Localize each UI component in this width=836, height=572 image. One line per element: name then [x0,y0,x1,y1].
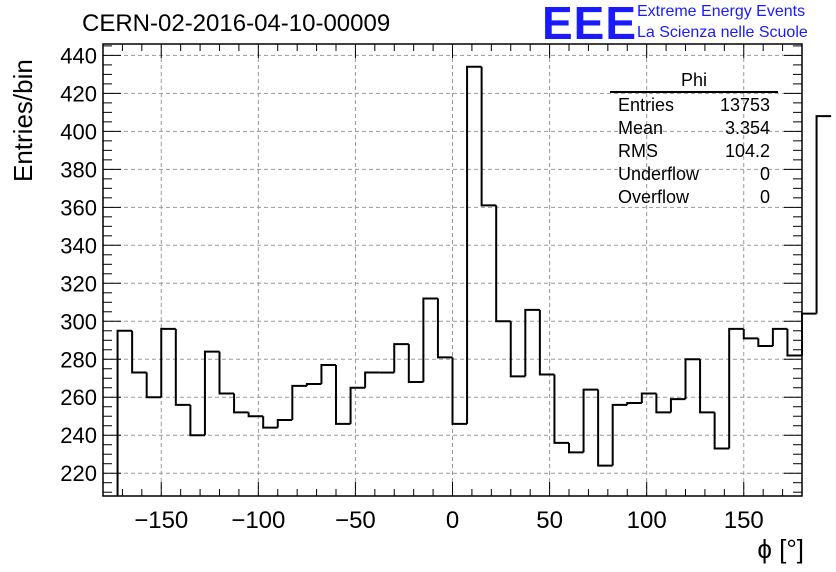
y-tick-label: 400 [60,119,97,144]
histogram-bin [524,308,540,377]
x-tick-label: −150 [134,507,188,534]
stats-row-overflow: Overflow 0 [610,186,778,209]
histogram-bin [626,401,642,405]
x-tick-label: −100 [231,507,285,534]
histogram-bin [640,392,657,403]
histogram-bin [728,327,744,449]
histogram-bin [364,371,380,388]
histogram-bin [466,65,482,424]
histogram-bin [568,442,584,454]
logo-line2: La Scienza nelle Scuole [637,24,808,41]
y-tick-label: 240 [60,423,97,448]
x-tick-label: −50 [335,507,376,534]
y-axis-label: Entries/bin [8,59,38,182]
y-tick-label: 360 [60,195,97,220]
histogram-bin [611,403,628,466]
stats-label: RMS [618,141,658,161]
stats-value: 13753 [719,95,770,115]
histogram-bin [218,351,235,395]
histogram-bin [771,327,788,346]
stats-row-entries: Entries 13753 [610,94,778,117]
histogram-bin [262,416,278,429]
stats-label: Entries [618,95,675,115]
logo-line1: Extreme Energy Events [637,3,806,20]
histogram-bin [582,388,599,453]
x-tick-label: 150 [724,507,764,534]
histogram-bin [335,364,351,425]
histogram-bin [145,372,162,399]
histogram-bin [713,412,730,450]
y-tick-label: 340 [60,233,97,258]
y-tick-label: 380 [60,157,97,182]
x-axis-label: ϕ [°] [757,534,804,564]
histogram-bin [597,389,613,467]
stats-value: 104.2 [724,141,770,161]
histogram-bin [451,357,468,425]
stats-row-mean: Mean 3.354 [610,117,778,140]
histogram-bin [131,330,147,374]
histogram-bin [116,329,133,496]
stats-row-rms: RMS 104.2 [610,140,778,163]
stats-row-underflow: Underflow 0 [610,163,778,186]
axes: −150 −100 −50 0 50 100 150 220 240 260 280 300 320 34… [60,43,803,534]
histogram-bin [538,309,555,376]
stats-label: Mean [618,118,664,138]
histogram-bin [422,297,438,383]
histogram-bin [495,205,511,323]
histogram-bin [247,412,264,418]
histogram-bin [655,393,671,414]
histogram-series [116,65,832,496]
histogram-bin [349,386,366,424]
histogram-bin [233,393,249,414]
histogram-bin [480,66,497,207]
histogram-bin [436,298,453,359]
histogram-bin [669,398,686,413]
y-tick-label: 320 [60,271,97,296]
histogram-bin [291,384,307,421]
y-tick-label: 420 [60,81,97,106]
histogram-bin [407,344,424,384]
histogram-bin [393,343,409,373]
y-tick-label: 440 [60,43,97,68]
x-tick-label: 0 [446,507,459,534]
histogram-bin [742,328,759,340]
histogram-bin [786,328,802,357]
x-tick-label: 50 [536,507,563,534]
histogram-bin [320,363,336,384]
histogram-bin [305,382,322,386]
stats-name: Phi [610,70,778,93]
histogram-bin [801,312,817,356]
stats-label: Underflow [618,164,700,184]
histogram-bin [815,115,832,314]
x-tick-label: 100 [627,507,667,534]
y-tick-label: 260 [60,385,97,410]
eee-logo: EEE [542,0,638,49]
stats-label: Overflow [618,187,690,207]
stats-value: 0 [759,164,770,184]
histogram-bin [174,328,191,406]
histogram-bin [160,327,176,398]
stats-box: Phi Entries 13753 Mean 3.354 RMS 104.2 U… [610,70,778,209]
y-tick-label: 300 [60,309,97,334]
y-tick-label: 220 [60,461,97,486]
stats-value: 0 [759,187,770,207]
histogram-bin [509,321,526,378]
histogram-bin [699,359,715,414]
y-tick-label: 280 [60,347,97,372]
histogram-bin [189,404,205,437]
stats-value: 3.354 [724,118,770,138]
histogram-bin [203,350,220,436]
histogram-bin [757,338,773,347]
histogram-bin [276,419,293,428]
run-title: CERN-02-2016-04-10-00009 [82,10,391,37]
histogram-bin [684,358,701,400]
histogram-bin [553,374,569,444]
